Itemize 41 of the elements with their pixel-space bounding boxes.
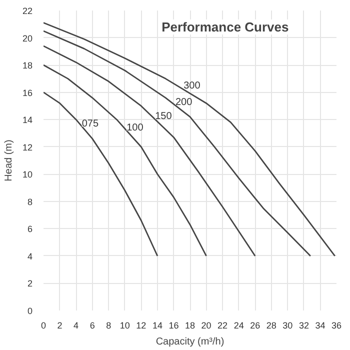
y-tick-label: 6 bbox=[27, 224, 33, 234]
y-tick-label: 2 bbox=[27, 278, 33, 289]
x-tick-label: 28 bbox=[266, 320, 276, 330]
y-tick-label: 22 bbox=[22, 6, 33, 16]
line-series bbox=[44, 45, 256, 257]
x-tick-label: 34 bbox=[315, 320, 326, 330]
x-tick-label: 14 bbox=[152, 320, 162, 330]
y-tick-label: 16 bbox=[22, 88, 33, 98]
y-tick-label: 20 bbox=[22, 33, 33, 44]
x-tick-label: 10 bbox=[120, 320, 130, 330]
x-tick-label: 2 bbox=[57, 320, 62, 330]
x-axis-title: Capacity (m³/h) bbox=[156, 336, 224, 348]
x-tick-label: 0 bbox=[40, 320, 46, 330]
line-series bbox=[44, 64, 207, 257]
y-tick-label: 14 bbox=[22, 115, 33, 126]
series-label: 200 bbox=[175, 96, 193, 108]
series-label: 300 bbox=[184, 80, 201, 92]
series-label: 075 bbox=[82, 118, 99, 130]
y-tick-label: 18 bbox=[22, 60, 33, 71]
x-tick-label: 6 bbox=[90, 320, 95, 330]
y-axis-title: Head (m) bbox=[3, 140, 14, 182]
series-label: 100 bbox=[126, 122, 144, 134]
x-tick-label: 20 bbox=[201, 320, 212, 330]
x-tick-label: 12 bbox=[136, 320, 146, 330]
y-tick-label: 4 bbox=[27, 251, 33, 262]
x-tick-label: 4 bbox=[74, 320, 79, 330]
x-tick-label: 26 bbox=[250, 320, 260, 330]
y-tick-label: 0 bbox=[27, 306, 33, 316]
x-tick-label: 22 bbox=[218, 320, 228, 330]
x-tick-label: 36 bbox=[331, 320, 342, 330]
series-label: 150 bbox=[155, 111, 172, 122]
y-tick-label: 10 bbox=[22, 170, 33, 180]
x-tick-label: 16 bbox=[168, 320, 179, 330]
y-tick-label: 8 bbox=[27, 196, 33, 207]
text: Performance Curves bbox=[162, 20, 289, 34]
x-tick-label: 18 bbox=[184, 320, 196, 330]
x-tick-label: 8 bbox=[106, 320, 112, 330]
x-tick-label: 24 bbox=[234, 320, 244, 330]
x-tick-label: 30 bbox=[282, 320, 293, 330]
x-tick-label: 32 bbox=[298, 320, 309, 330]
y-tick-label: 12 bbox=[22, 142, 33, 152]
